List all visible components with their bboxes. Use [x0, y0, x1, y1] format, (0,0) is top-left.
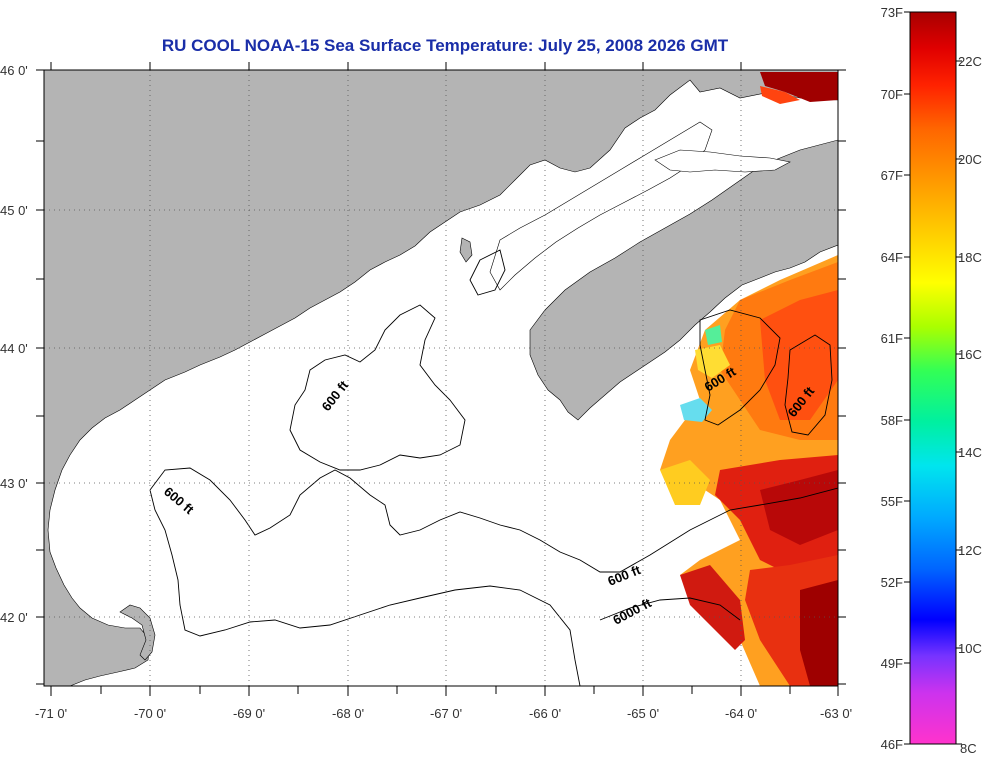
colorbar-c-label: 18C — [958, 250, 982, 265]
colorbar — [909, 11, 957, 745]
lon-label: -66 0' — [529, 706, 561, 721]
lat-label: 43 0' — [0, 476, 28, 491]
map-layers — [44, 70, 838, 686]
colorbar-f-label: 46F — [881, 737, 903, 752]
colorbar-c-label: 14C — [958, 445, 982, 460]
lon-label: -68 0' — [332, 706, 364, 721]
colorbar-f-labels: 73F 70F 67F 64F 61F 58F 55F 52F 49F 46F — [881, 5, 903, 752]
colorbar-c-labels: 22C 20C 18C 16C 14C 12C 10C 8C — [958, 54, 982, 756]
lat-label: 46 0' — [0, 63, 28, 78]
colorbar-f-label: 70F — [881, 87, 903, 102]
land-mainland — [44, 70, 838, 686]
land-cape-cod — [119, 604, 156, 661]
land-nova-scotia — [529, 139, 838, 421]
lon-label: -64 0' — [725, 706, 757, 721]
colorbar-ticks — [904, 11, 962, 745]
axis-ticks — [36, 62, 846, 696]
lat-label: 45 0' — [0, 203, 28, 218]
colorbar-f-label: 58F — [881, 413, 903, 428]
colorbar-c-label: 8C — [960, 741, 977, 756]
colorbar-c-label: 20C — [958, 152, 982, 167]
lon-label: -65 0' — [627, 706, 659, 721]
lat-label: 42 0' — [0, 610, 28, 625]
colorbar-f-label: 55F — [881, 494, 903, 509]
colorbar-f-label: 52F — [881, 575, 903, 590]
colorbar-c-label: 16C — [958, 347, 982, 362]
colorbar-f-label: 49F — [881, 656, 903, 671]
bathymetry-contours — [149, 249, 838, 686]
colorbar-f-label: 67F — [881, 168, 903, 183]
colorbar-c-label: 10C — [958, 641, 982, 656]
colorbar-c-label: 22C — [958, 54, 982, 69]
lat-label: 44 0' — [0, 341, 28, 356]
lon-label: -67 0' — [430, 706, 462, 721]
map-border — [43, 69, 839, 687]
sst-data — [660, 72, 838, 686]
lon-label: -71 0' — [35, 706, 67, 721]
land-grand-manan — [459, 237, 473, 263]
lon-label: -70 0' — [134, 706, 166, 721]
colorbar-f-label: 64F — [881, 250, 903, 265]
lon-label: -63 0' — [820, 706, 852, 721]
water-minas-basin — [654, 149, 791, 173]
map-title: RU COOL NOAA-15 Sea Surface Temperature:… — [161, 36, 729, 55]
lon-labels: -71 0' -70 0' -69 0' -68 0' -67 0' -66 0… — [35, 706, 852, 721]
lat-labels: 46 0' 45 0' 44 0' 43 0' 42 0' — [0, 63, 28, 625]
colorbar-f-label: 73F — [881, 5, 903, 20]
colorbar-f-label: 61F — [881, 331, 903, 346]
colorbar-c-label: 12C — [958, 543, 982, 558]
lon-label: -69 0' — [233, 706, 265, 721]
